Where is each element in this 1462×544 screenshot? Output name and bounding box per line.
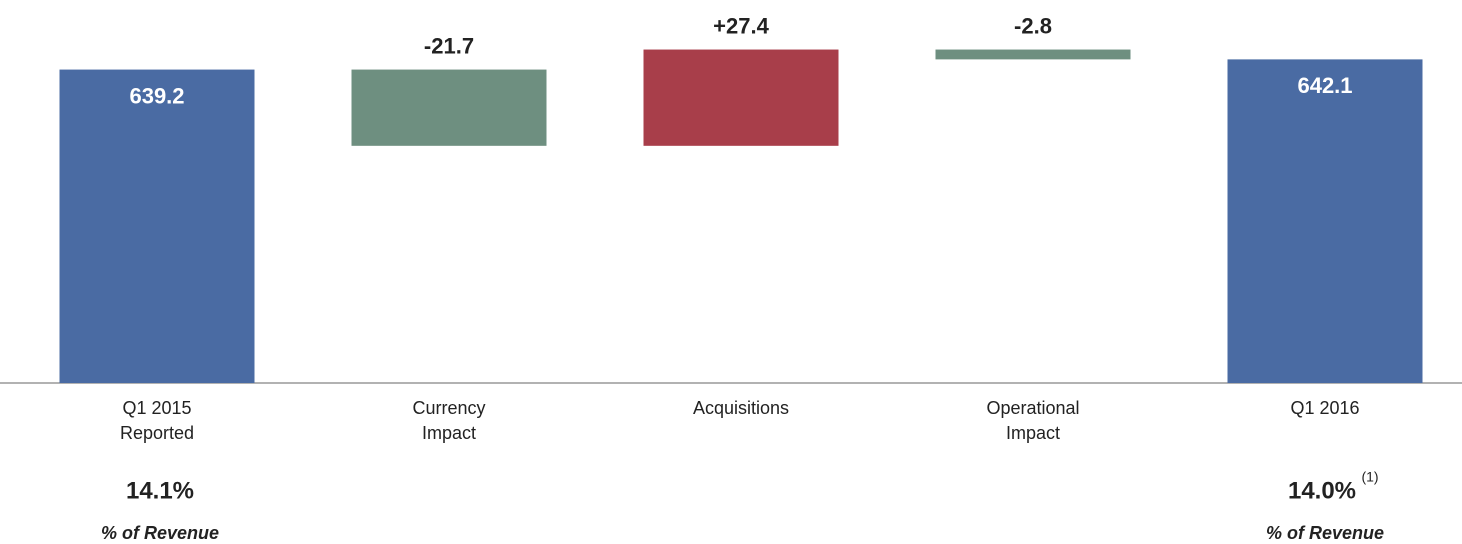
- x-tick-label: Currency: [412, 398, 485, 418]
- value-label: 642.1: [1297, 73, 1352, 98]
- bar: [351, 69, 547, 146]
- annotation: 14.1%: [126, 477, 194, 504]
- x-tick-label: Impact: [1006, 423, 1060, 443]
- x-tick-label: Q1 2016: [1290, 398, 1359, 418]
- bar: [1227, 59, 1423, 383]
- x-tick-label: Reported: [120, 423, 194, 443]
- value-label: -21.7: [424, 33, 474, 58]
- x-tick-label: Impact: [422, 423, 476, 443]
- annotation: 14.0%: [1288, 477, 1356, 504]
- x-tick-label: Q1 2015: [122, 398, 191, 418]
- bar: [935, 49, 1131, 60]
- bar: [59, 69, 255, 383]
- value-label: +27.4: [713, 13, 769, 38]
- x-tick-label: Operational: [986, 398, 1079, 418]
- annotation-footnote: (1): [1361, 469, 1378, 485]
- bar: [643, 49, 839, 146]
- annotation-label: % of Revenue: [101, 523, 219, 543]
- value-label: -2.8: [1014, 13, 1052, 38]
- value-label: 639.2: [129, 83, 184, 108]
- x-tick-label: Acquisitions: [693, 398, 789, 418]
- annotation-label: % of Revenue: [1266, 523, 1384, 543]
